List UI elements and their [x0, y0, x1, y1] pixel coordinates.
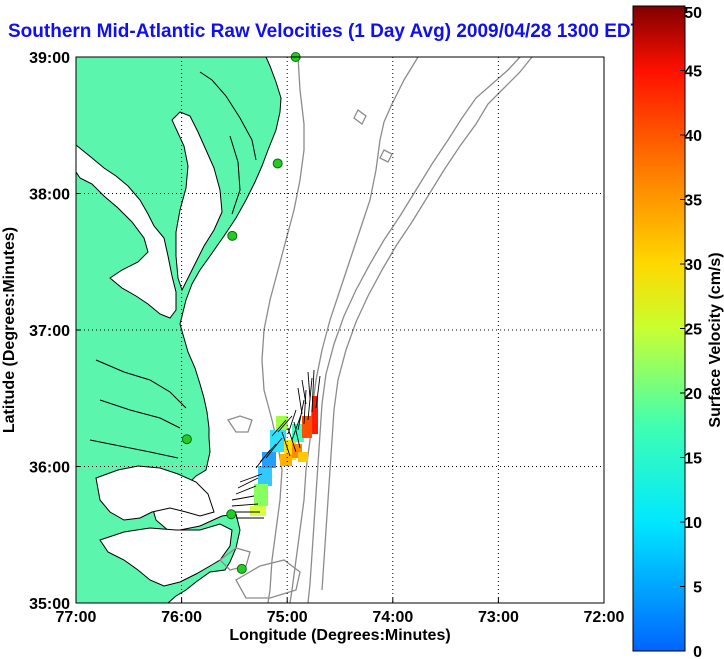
colorbar-tick-label: 35	[684, 193, 702, 210]
station-marker	[272, 158, 283, 169]
x-axis-label: Longitude (Degrees:Minutes)	[229, 627, 450, 644]
y-tick-label: 38:00	[29, 187, 70, 204]
x-tick-label: 75:00	[267, 609, 308, 626]
y-tick-label: 37:00	[29, 323, 70, 340]
colorbar	[632, 5, 686, 652]
radar-stations	[181, 52, 301, 574]
velocity-patches	[250, 396, 318, 516]
land-mass	[76, 57, 282, 603]
bathymetry-contours	[219, 57, 533, 603]
colorbar-tick-label: 10	[684, 515, 702, 532]
colorbar-tick-label: 45	[684, 64, 702, 81]
station-marker	[227, 230, 238, 241]
velocity-vectors	[231, 369, 321, 519]
colorbar-tick-label: 15	[684, 451, 702, 468]
plot-border	[75, 56, 605, 604]
colorbar-tick-label: 0	[693, 644, 702, 659]
colorbar-tick-label: 40	[684, 128, 702, 145]
y-tick-labels: 35:00 36:00 37:00 38:00 39:00	[29, 50, 70, 613]
x-tick-label: 77:00	[56, 609, 97, 626]
y-tick-label: 39:00	[29, 50, 70, 67]
y-axis-label: Latitude (Degrees:Minutes)	[1, 227, 18, 433]
y-tick-label: 36:00	[29, 460, 70, 477]
colorbar-label: Surface Velocity (cm/s)	[707, 252, 724, 427]
colorbar-tick-label: 20	[684, 386, 702, 403]
x-tick-label: 76:00	[161, 609, 202, 626]
colorbar-tick-label: 25	[684, 322, 702, 339]
station-marker	[236, 563, 247, 574]
x-tick-labels: 77:00 76:00 75:00 74:00 73:00 72:00	[56, 609, 625, 626]
map-title: Southern Mid-Atlantic Raw Velocities (1 …	[8, 21, 643, 42]
colorbar-tick-label: 30	[684, 257, 702, 274]
x-tick-label: 74:00	[372, 609, 413, 626]
colorbar-ticks: 0 5 10 15 20 25 30 35 40 45 50	[680, 5, 702, 659]
x-tick-label: 72:00	[584, 609, 625, 626]
coordinate-grid	[75, 56, 605, 604]
colorbar-tick-label: 50	[684, 5, 702, 22]
station-marker	[226, 509, 237, 520]
y-tick-label: 35:00	[29, 596, 70, 613]
colorbar-tick-label: 5	[693, 580, 702, 597]
station-marker	[181, 434, 192, 445]
x-tick-label: 73:00	[478, 609, 519, 626]
